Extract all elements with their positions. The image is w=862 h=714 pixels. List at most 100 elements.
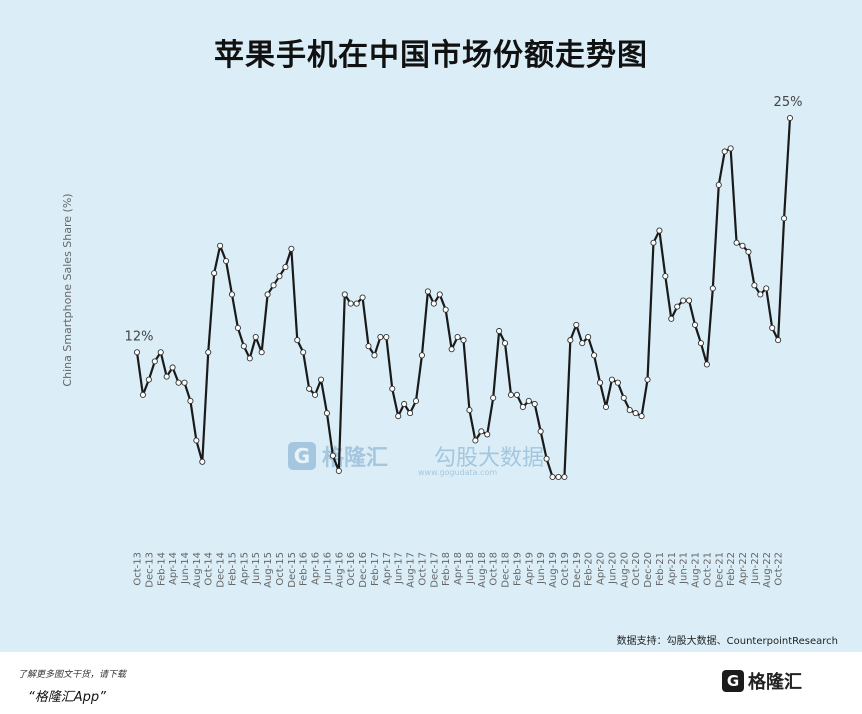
x-tick-label: Oct-15 [275,552,286,586]
data-point [264,291,271,298]
promo-text: 了解更多图文干货，请下载 [18,670,127,680]
data-point [240,343,247,350]
data-point [674,303,681,310]
data-point [151,358,158,365]
x-tick-label: Dec-21 [714,552,725,588]
data-point [270,282,277,289]
data-point [300,349,307,356]
data-point [389,385,396,392]
x-tick-label: Oct-17 [417,552,428,586]
data-point [786,114,794,122]
data-point [650,239,657,246]
data-point [513,391,520,398]
x-tick-label: Jun-19 [536,552,547,585]
data-point [715,181,722,188]
data-point [602,403,610,411]
data-point [460,337,467,344]
data-point [769,324,776,331]
brand-name: 格隆汇 [748,672,802,693]
data-point [359,294,366,301]
data-point [537,428,544,435]
x-tick-label: Jun-18 [465,552,476,585]
x-tick-label: Apr-20 [596,552,607,585]
data-point [335,467,342,474]
data-point [211,270,218,277]
x-tick-label: Aug-18 [477,552,488,588]
data-point [721,148,728,155]
data-point [312,391,319,398]
x-tick-label: Dec-13 [144,552,155,588]
data-point [751,282,758,289]
series-line-group [135,117,792,479]
data-point [323,410,331,417]
x-tick-label: Feb-16 [299,552,310,586]
data-point [745,248,752,255]
x-tick-label: Dec-19 [572,552,583,588]
data-point [608,376,615,383]
annotation-start: 12% [125,329,154,344]
data-point [193,437,200,444]
data-point [454,333,461,341]
data-point [484,431,491,438]
data-point [591,352,598,359]
data-point [727,145,734,152]
x-tick-labels-group: Oct-13 Dec-13 Feb-14 Apr-14 Jun-14 Aug-14 Oct-… [133,552,785,588]
data-point [442,306,449,313]
data-point [466,407,473,414]
data-point [436,291,443,298]
data-point [181,379,188,386]
data-point [407,410,414,417]
x-tick-label: Oct-20 [631,552,642,586]
data-point [496,327,503,335]
x-tick-label: Apr-18 [453,552,464,585]
annotations-group: 12% 25% [125,95,803,344]
x-tick-label: Oct-22 [774,552,785,586]
x-tick-label: Jun-16 [322,552,333,585]
data-point [733,239,740,246]
data-point [139,391,146,398]
x-tick-label: Apr-22 [738,552,749,585]
data-point [145,376,152,383]
data-point [561,473,568,481]
data-point [775,337,782,344]
data-point [424,288,431,295]
x-tick-label: Feb-15 [227,552,238,586]
data-point [317,376,325,383]
x-tick-label: Jun-21 [679,552,690,585]
watermark-url: www.gogudata.com [418,468,498,477]
data-point [662,273,669,280]
data-point [573,321,580,328]
data-point [347,300,354,307]
data-point [691,321,699,328]
x-tick-label: Aug-22 [762,552,773,588]
data-point [175,379,182,386]
x-tick-label: Jun-14 [180,552,191,585]
data-point [680,297,687,304]
data-point [490,394,497,401]
x-tick-label: Jun-15 [251,552,262,585]
y-axis-label: China Smartphone Sales Share (%) [61,193,74,386]
data-source: 数据支持：勾股大数据、CounterpointResearch [616,636,838,647]
series-line [135,117,792,479]
data-point [549,473,556,481]
data-points-group [133,114,794,481]
x-tick-label: Oct-19 [560,552,571,586]
data-point [525,397,532,404]
data-point [472,437,479,444]
data-point [169,364,176,371]
x-tick-label: Aug-20 [619,552,630,588]
data-point [501,340,509,347]
data-point [163,373,170,380]
data-point [306,385,313,392]
x-tick-label: Dec-18 [501,552,512,588]
data-point [739,242,746,249]
data-point [377,333,384,341]
data-point [371,352,378,359]
data-point [519,403,526,411]
data-point [395,413,402,420]
data-point [276,273,283,280]
x-tick-label: Oct-21 [702,552,713,586]
data-point [234,324,241,331]
data-point [288,245,295,252]
promo-app-name[interactable]: “格隆汇App” [28,690,106,705]
